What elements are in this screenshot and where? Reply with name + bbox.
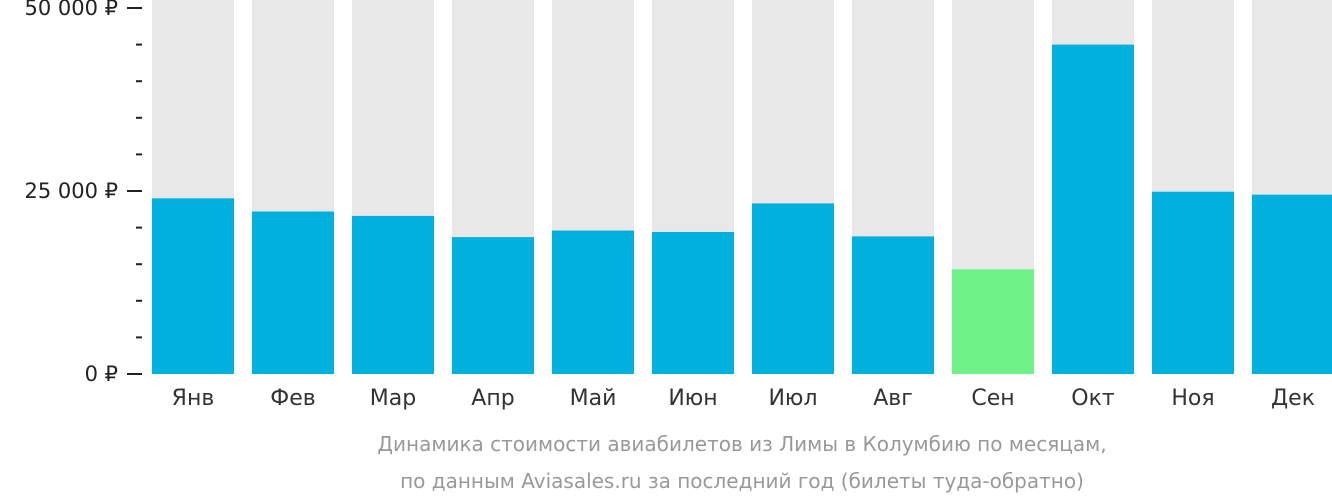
- y-tick-label: 0 ₽: [85, 362, 118, 386]
- bar-6: [652, 231, 734, 374]
- bar-7: [752, 203, 834, 374]
- bar-1: [152, 198, 234, 374]
- x-tick-label: Апр: [471, 386, 514, 411]
- x-tick-label: Окт: [1071, 386, 1115, 411]
- x-tick-label: Июн: [668, 386, 717, 411]
- bar-11: [1152, 191, 1234, 374]
- x-axis: Янв Фев Мар Апр Май Июн Июл Авг Сен Окт Ноя Дек: [172, 386, 1315, 411]
- x-tick-label: Сен: [971, 386, 1014, 411]
- x-tick-label: Авг: [873, 386, 913, 411]
- bar-4: [452, 237, 534, 374]
- x-tick-label: Дек: [1271, 386, 1315, 411]
- x-tick-label: Июл: [768, 386, 817, 411]
- x-tick-label: Мар: [370, 386, 416, 411]
- bar-12: [1252, 194, 1332, 374]
- bar-8: [852, 236, 934, 374]
- y-tick-label: 25 000 ₽: [24, 179, 118, 203]
- chart-caption-line-2: по данным Aviasales.ru за последний год …: [400, 469, 1084, 493]
- bars: [152, 44, 1332, 374]
- x-tick-label: Янв: [172, 386, 215, 411]
- x-tick-label: Фев: [270, 386, 315, 411]
- bar-3: [352, 215, 434, 374]
- bar-2: [252, 211, 334, 374]
- chart-caption-line-1: Динамика стоимости авиабилетов из Лимы в…: [377, 432, 1107, 456]
- x-tick-label: Ноя: [1171, 386, 1214, 411]
- y-axis: 0 ₽ 25 000 ₽ 50 000 ₽: [24, 0, 142, 386]
- bar-10: [1052, 44, 1134, 374]
- bar-9: [952, 269, 1034, 374]
- x-tick-label: Май: [570, 386, 617, 411]
- bar-5: [552, 230, 634, 374]
- y-tick-label: 50 000 ₽: [24, 0, 118, 20]
